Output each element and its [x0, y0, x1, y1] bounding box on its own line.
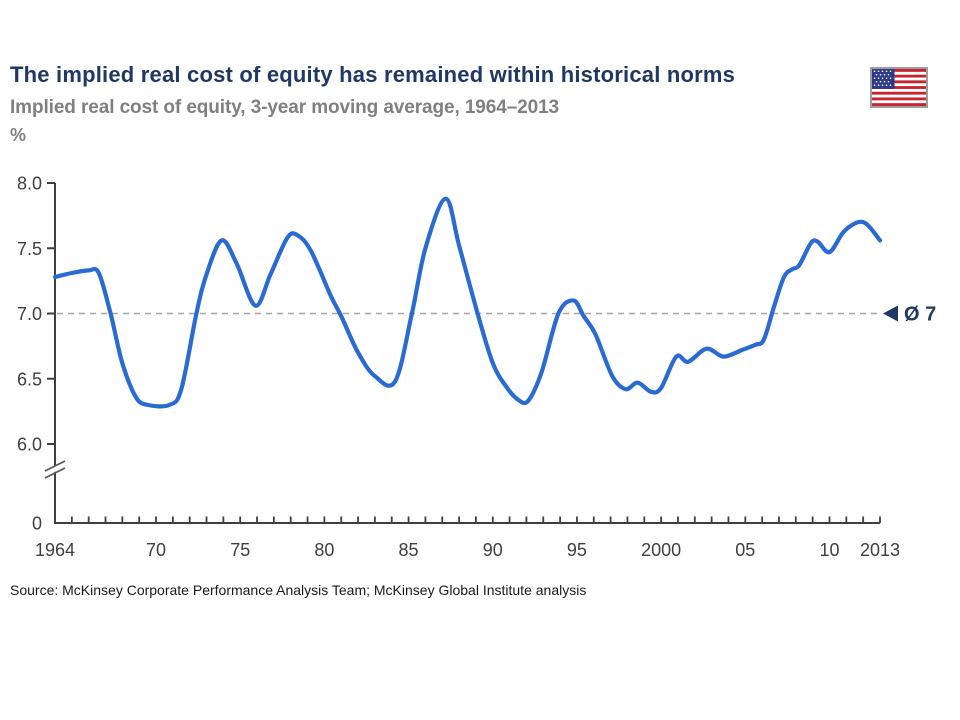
x-tick-label: 85 [399, 540, 419, 560]
y-tick-label: 8.0 [17, 174, 42, 194]
y-tick-label: 0 [32, 514, 42, 534]
y-tick-label: 7.5 [17, 239, 42, 259]
x-tick-label: 75 [230, 540, 250, 560]
unit-label: % [10, 125, 27, 145]
axis-break-mark [44, 467, 66, 479]
x-tick-label: 70 [146, 540, 166, 560]
axis-break-gap [43, 461, 67, 477]
flag-stars [873, 70, 892, 86]
y-tick-label: 6.5 [17, 369, 42, 389]
us-flag-icon [870, 67, 928, 108]
cost-of-equity-curve [52, 196, 883, 409]
y-tick-label: 6.0 [17, 435, 42, 455]
x-tick-label: 90 [483, 540, 503, 560]
axis-break-mark [44, 460, 66, 472]
x-tick-label: 10 [819, 540, 839, 560]
slide-subtitle: Implied real cost of equity, 3-year movi… [10, 97, 560, 118]
y-tick-label: 7.0 [17, 304, 42, 324]
x-tick-label: 2013 [860, 540, 900, 560]
x-tick-label: 80 [314, 540, 334, 560]
x-tick-label: 95 [567, 540, 587, 560]
average-label: Ø 7 [904, 304, 936, 326]
x-tick-label: 05 [735, 540, 755, 560]
source-note: Source: McKinsey Corporate Performance A… [10, 582, 587, 598]
x-tick-label: 1964 [35, 540, 75, 560]
x-tick-label: 2000 [641, 540, 681, 560]
flag-canton [872, 69, 895, 89]
slide-title: The implied real cost of equity has rema… [10, 62, 736, 87]
left-triangle-marker [883, 305, 898, 322]
flag-stripes [872, 69, 926, 106]
